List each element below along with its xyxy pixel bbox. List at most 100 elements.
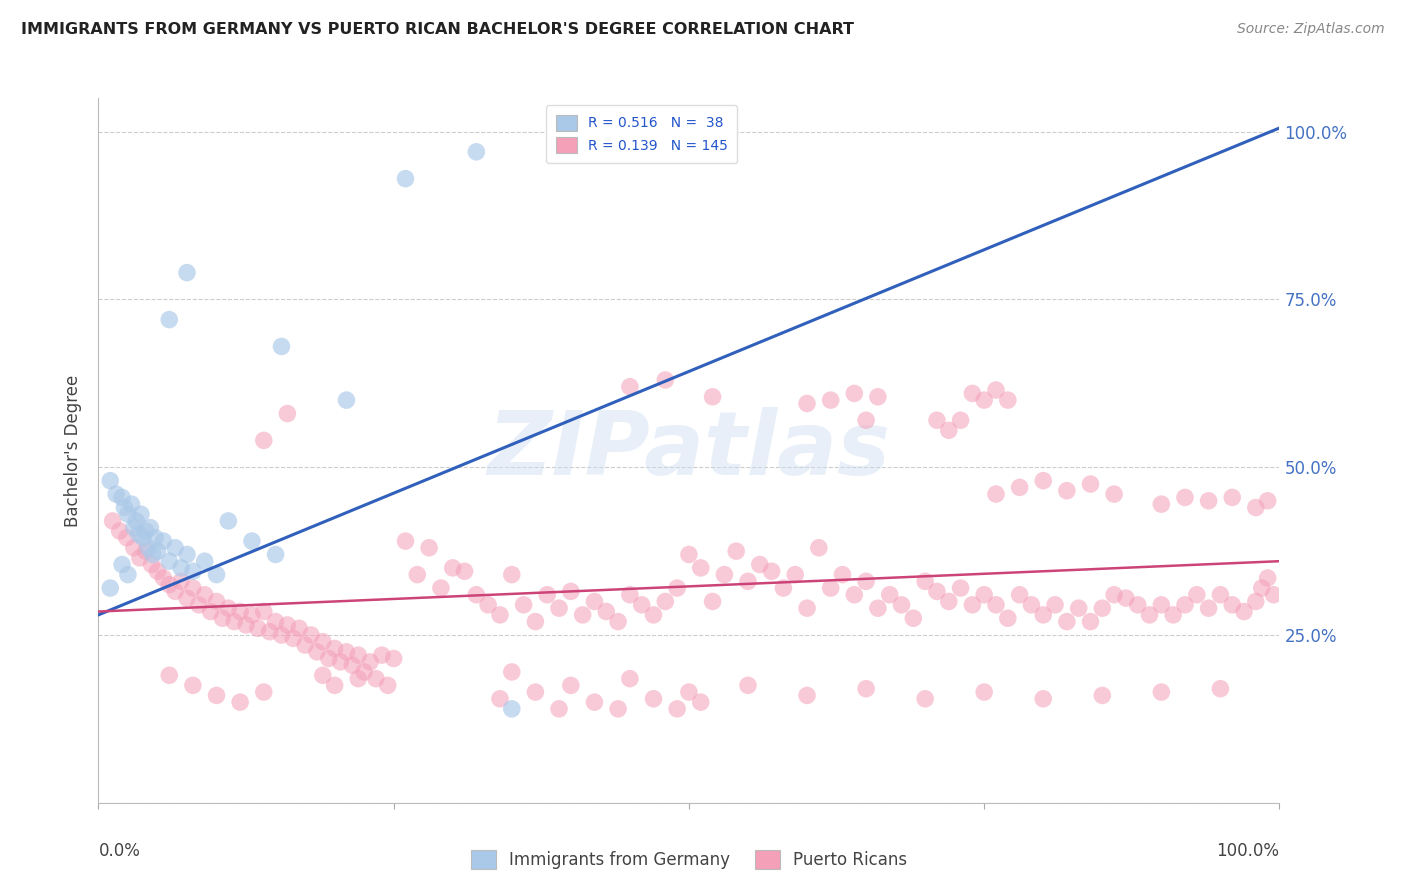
- Point: [342, 658, 364, 673]
- Point: [115, 531, 138, 545]
- Point: [347, 648, 370, 662]
- Point: [101, 514, 124, 528]
- Point: [122, 541, 145, 555]
- Point: [176, 266, 198, 280]
- Point: [643, 607, 665, 622]
- Point: [1102, 588, 1125, 602]
- Y-axis label: Bachelor's Degree: Bachelor's Degree: [65, 375, 83, 526]
- Text: Source: ZipAtlas.com: Source: ZipAtlas.com: [1237, 22, 1385, 37]
- Point: [1174, 491, 1197, 505]
- Point: [240, 534, 263, 549]
- Point: [135, 524, 157, 538]
- Text: 0.0%: 0.0%: [98, 841, 141, 860]
- Point: [441, 561, 464, 575]
- Point: [98, 474, 121, 488]
- Point: [205, 594, 228, 608]
- Point: [111, 558, 134, 572]
- Point: [925, 413, 948, 427]
- Point: [246, 621, 269, 635]
- Point: [418, 541, 440, 555]
- Point: [465, 588, 488, 602]
- Text: ZIPatlas: ZIPatlas: [488, 407, 890, 494]
- Point: [283, 632, 305, 646]
- Point: [142, 548, 165, 562]
- Point: [914, 574, 936, 589]
- Point: [997, 393, 1019, 408]
- Point: [748, 558, 770, 572]
- Point: [394, 171, 416, 186]
- Point: [382, 651, 405, 665]
- Point: [453, 564, 475, 578]
- Point: [117, 567, 139, 582]
- Point: [890, 598, 912, 612]
- Point: [914, 691, 936, 706]
- Point: [962, 598, 984, 612]
- Point: [844, 386, 866, 401]
- Point: [713, 567, 735, 582]
- Point: [536, 588, 558, 602]
- Point: [654, 373, 676, 387]
- Point: [1209, 588, 1232, 602]
- Point: [152, 571, 174, 585]
- Point: [117, 507, 139, 521]
- Point: [335, 393, 357, 408]
- Point: [240, 607, 263, 622]
- Point: [607, 702, 630, 716]
- Point: [1115, 591, 1137, 606]
- Point: [176, 548, 198, 562]
- Point: [323, 641, 346, 656]
- Point: [1150, 685, 1173, 699]
- Point: [501, 567, 523, 582]
- Point: [654, 594, 676, 608]
- Point: [1244, 500, 1267, 515]
- Point: [1056, 615, 1078, 629]
- Point: [512, 598, 534, 612]
- Point: [619, 588, 641, 602]
- Point: [973, 588, 995, 602]
- Point: [170, 561, 193, 575]
- Point: [477, 598, 499, 612]
- Point: [1263, 588, 1285, 602]
- Point: [785, 567, 807, 582]
- Point: [165, 541, 187, 555]
- Point: [323, 678, 346, 692]
- Point: [820, 581, 842, 595]
- Point: [949, 581, 972, 595]
- Point: [318, 651, 340, 665]
- Point: [962, 386, 984, 401]
- Point: [276, 618, 298, 632]
- Point: [176, 591, 198, 606]
- Point: [583, 695, 606, 709]
- Point: [1091, 689, 1114, 703]
- Point: [128, 527, 150, 541]
- Point: [689, 561, 711, 575]
- Point: [129, 507, 152, 521]
- Text: 100.0%: 100.0%: [1216, 841, 1279, 860]
- Point: [1080, 477, 1102, 491]
- Point: [377, 678, 399, 692]
- Point: [112, 500, 135, 515]
- Point: [1043, 598, 1066, 612]
- Point: [217, 514, 239, 528]
- Point: [143, 531, 166, 545]
- Point: [276, 407, 298, 421]
- Point: [217, 601, 239, 615]
- Point: [205, 567, 228, 582]
- Point: [165, 584, 187, 599]
- Point: [796, 689, 818, 703]
- Point: [253, 605, 276, 619]
- Point: [866, 390, 889, 404]
- Point: [200, 605, 222, 619]
- Point: [1032, 691, 1054, 706]
- Point: [761, 564, 783, 578]
- Point: [146, 544, 169, 558]
- Point: [1056, 483, 1078, 498]
- Point: [630, 598, 652, 612]
- Point: [157, 554, 180, 568]
- Point: [501, 665, 523, 679]
- Point: [329, 655, 352, 669]
- Point: [1126, 598, 1149, 612]
- Point: [406, 567, 429, 582]
- Legend: Immigrants from Germany, Puerto Ricans: Immigrants from Germany, Puerto Ricans: [464, 843, 914, 876]
- Point: [583, 594, 606, 608]
